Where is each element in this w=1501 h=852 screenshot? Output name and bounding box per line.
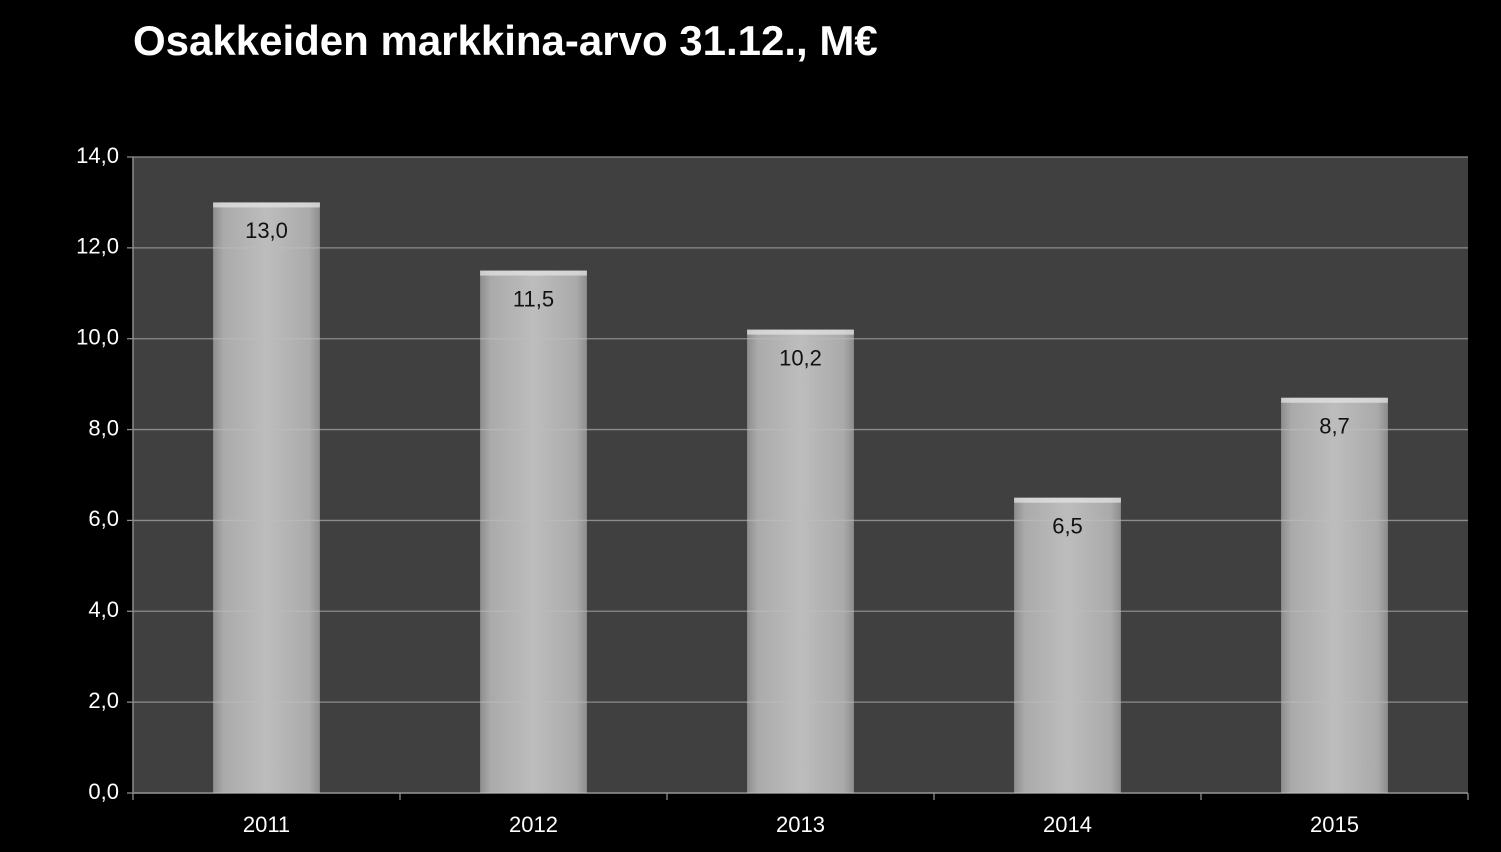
bar — [480, 270, 587, 794]
bar — [1281, 397, 1388, 793]
y-tick-label: 0,0 — [88, 779, 119, 804]
bar-cap — [747, 329, 854, 335]
bar-cap — [1014, 497, 1121, 503]
value-label: 6,5 — [1052, 514, 1083, 539]
bar — [1014, 497, 1121, 793]
y-tick-label: 2,0 — [88, 688, 119, 713]
y-tick-label: 4,0 — [88, 597, 119, 622]
x-tick-label: 2015 — [1310, 812, 1359, 837]
bar-cap — [1281, 397, 1388, 403]
y-tick-label: 10,0 — [76, 325, 119, 350]
value-label: 13,0 — [245, 218, 288, 243]
value-label: 10,2 — [779, 345, 822, 370]
bar — [747, 329, 854, 793]
x-tick-label: 2012 — [509, 812, 558, 837]
x-tick-label: 2014 — [1043, 812, 1092, 837]
x-tick-label: 2011 — [243, 812, 290, 837]
y-tick-label: 12,0 — [76, 234, 119, 259]
value-label: 8,7 — [1319, 414, 1350, 439]
bar-cap — [480, 270, 587, 276]
x-tick-label: 2013 — [776, 812, 825, 837]
value-label: 11,5 — [513, 286, 554, 311]
bar — [213, 202, 320, 793]
chart-title: Osakkeiden markkina-arvo 31.12., M€ — [133, 17, 878, 64]
y-tick-label: 8,0 — [88, 415, 119, 440]
y-tick-label: 6,0 — [88, 506, 119, 531]
bar-cap — [213, 202, 320, 208]
y-tick-label: 14,0 — [76, 143, 119, 168]
